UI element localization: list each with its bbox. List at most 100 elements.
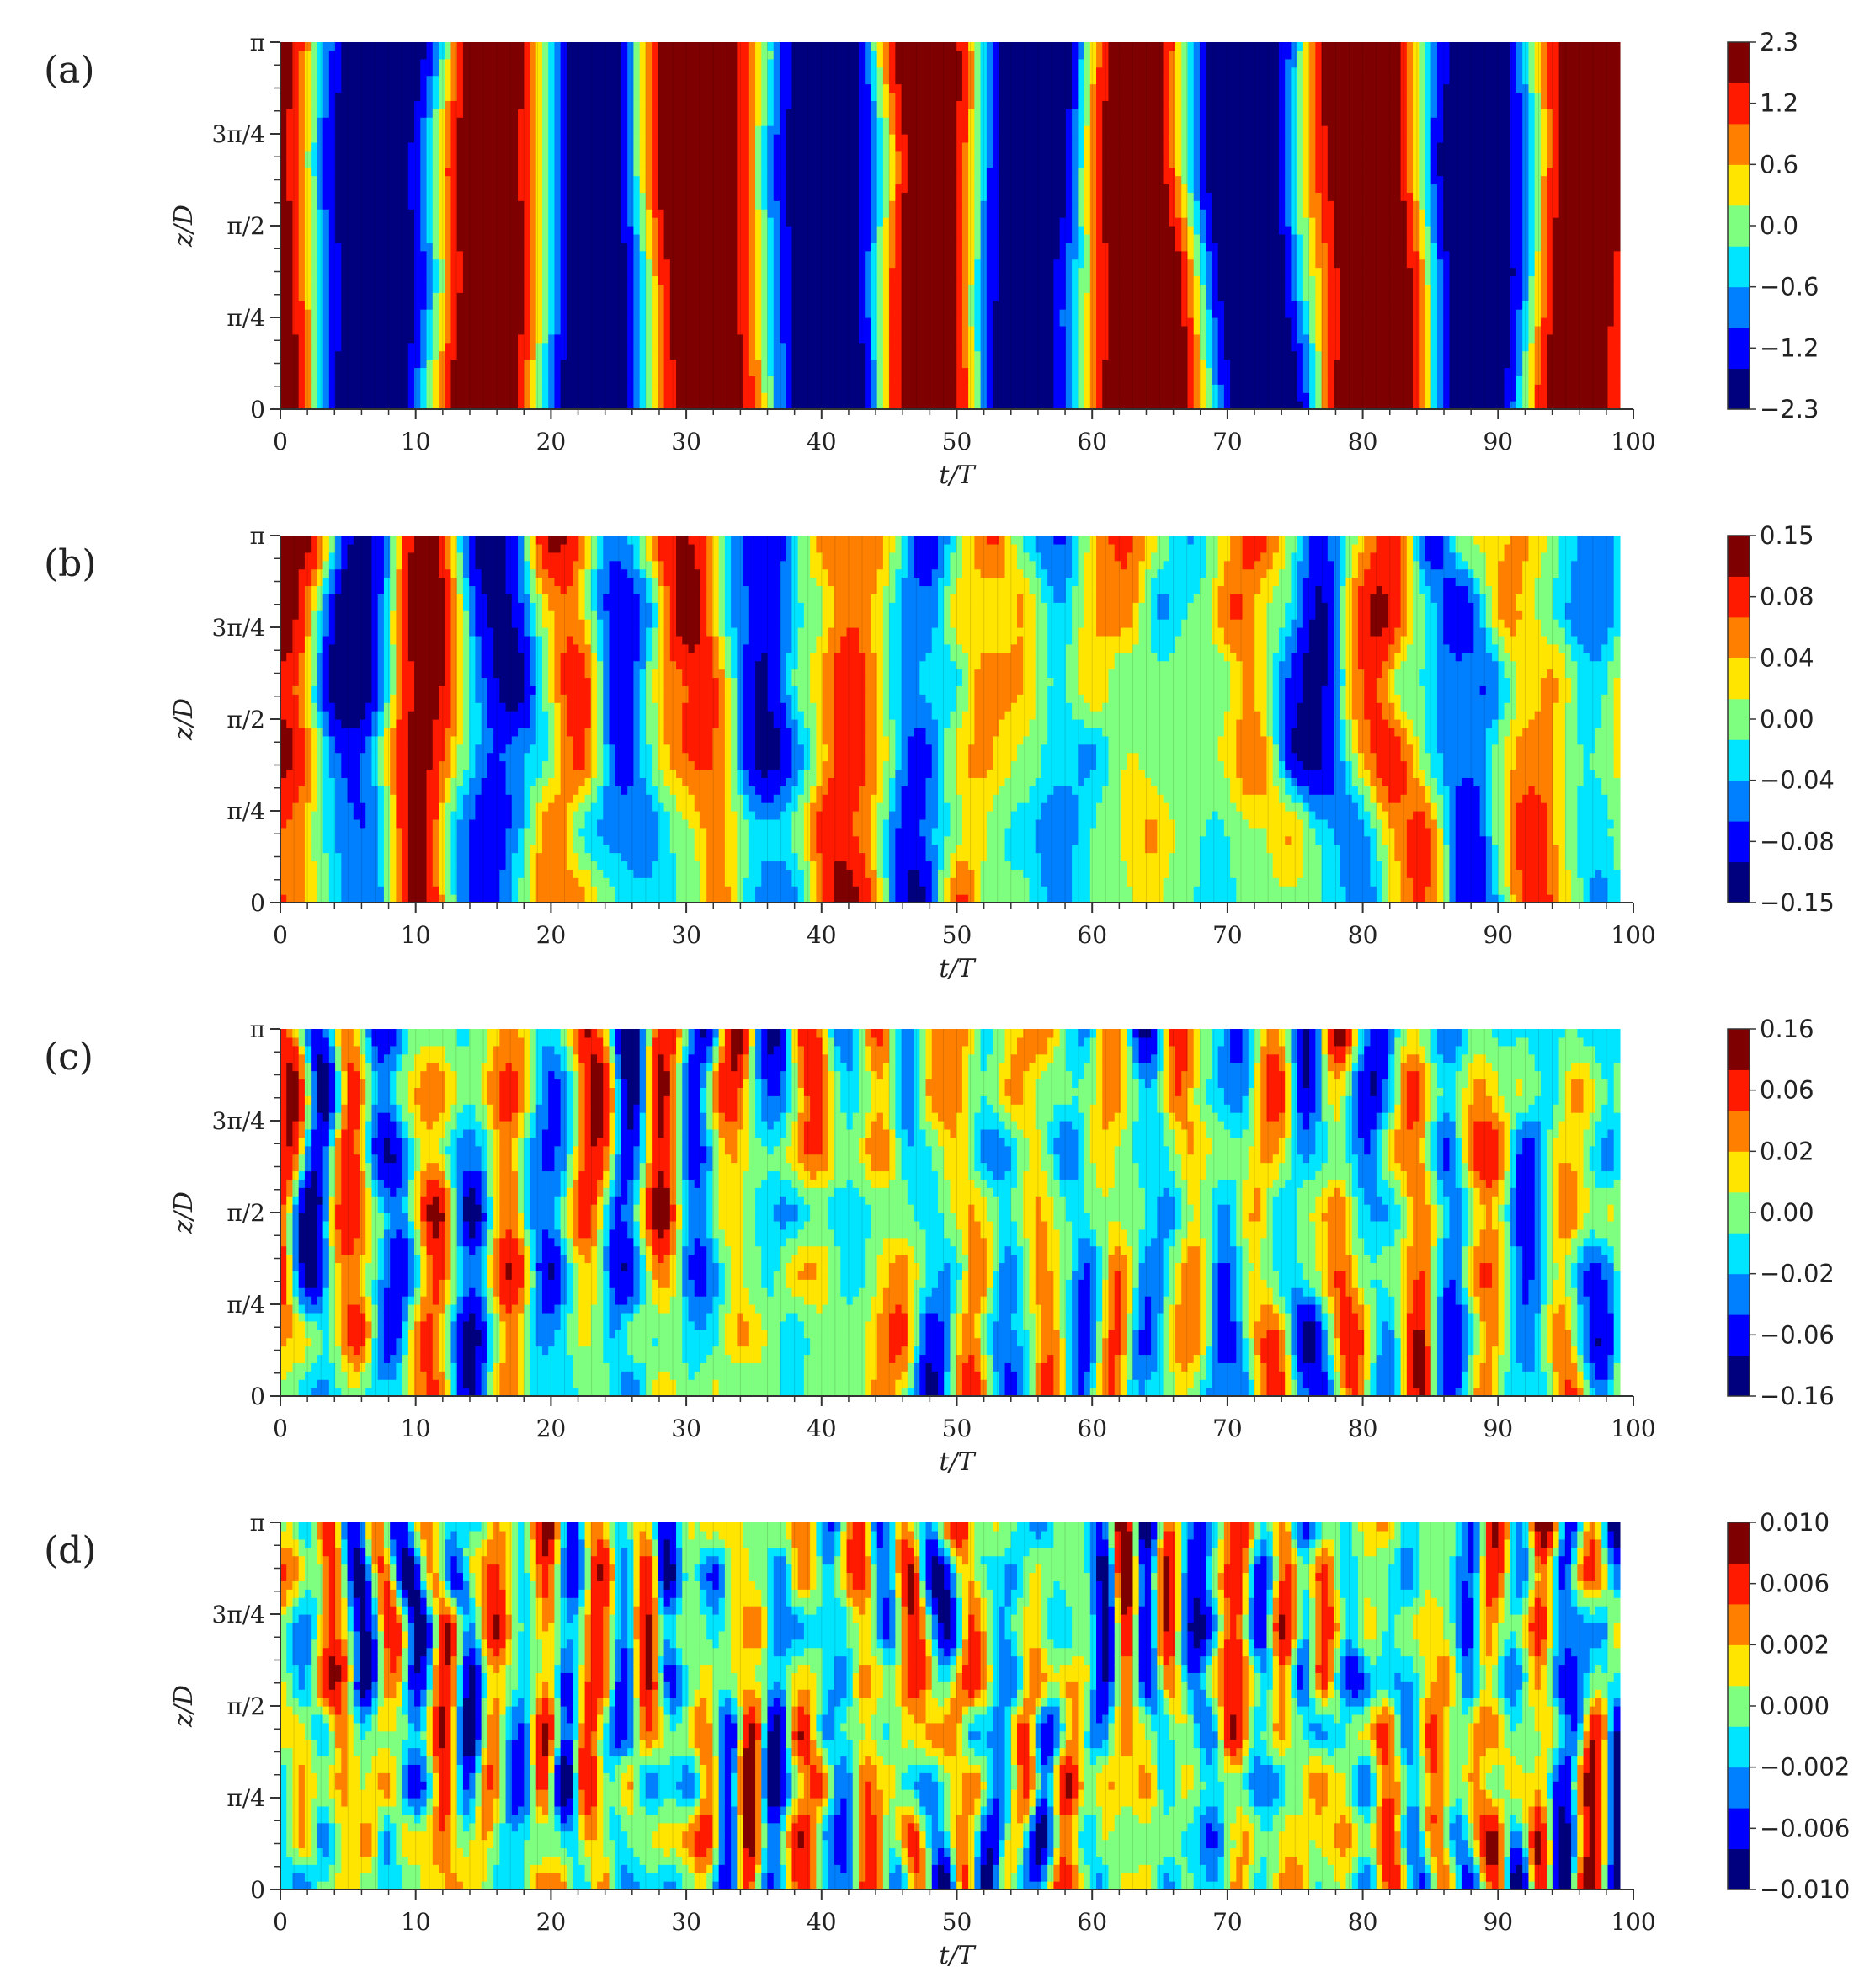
heatmap-cell xyxy=(390,384,397,393)
heatmap-cell xyxy=(663,292,671,301)
heatmap-cell xyxy=(724,250,732,260)
heatmap-cell xyxy=(688,175,695,185)
heatmap-cell xyxy=(755,275,762,285)
heatmap-cell xyxy=(652,384,658,393)
heatmap-cell xyxy=(317,167,324,177)
heatmap-cell xyxy=(456,292,464,301)
heatmap-cell xyxy=(383,75,391,85)
heatmap-cell xyxy=(724,75,732,85)
heatmap-cell xyxy=(925,42,933,51)
heatmap-cell xyxy=(311,184,317,193)
heatmap-cell xyxy=(615,242,622,252)
heatmap-cell xyxy=(925,58,933,68)
heatmap-cell xyxy=(353,100,360,109)
heatmap-cell xyxy=(530,233,537,243)
heatmap-cell xyxy=(341,67,349,77)
heatmap-cell xyxy=(786,75,793,85)
heatmap-cell xyxy=(852,167,860,177)
heatmap-cell xyxy=(377,392,385,402)
heatmap-cell xyxy=(432,226,439,235)
heatmap-cell xyxy=(414,233,421,243)
heatmap-cell xyxy=(335,109,342,118)
heatmap-cell xyxy=(858,242,866,252)
heatmap-cell xyxy=(950,325,957,335)
heatmap-cell xyxy=(767,292,775,301)
heatmap-cell xyxy=(432,376,439,385)
heatmap-cell xyxy=(590,267,598,277)
heatmap-cell xyxy=(541,141,549,152)
heatmap-cell xyxy=(353,292,360,301)
heatmap-cell xyxy=(469,167,477,177)
heatmap-cell xyxy=(834,392,841,402)
heatmap-cell xyxy=(816,309,823,318)
heatmap-cell xyxy=(322,109,330,118)
heatmap-cell xyxy=(402,125,409,135)
heatmap-cell xyxy=(311,333,317,344)
heatmap-cell xyxy=(560,109,567,118)
heatmap-cell xyxy=(755,301,762,310)
heatmap-cell xyxy=(371,209,379,218)
heatmap-cell xyxy=(456,242,464,252)
heatmap-cell xyxy=(889,100,896,109)
heatmap-cell xyxy=(396,92,403,101)
heatmap-cell xyxy=(779,167,786,177)
heatmap-cell xyxy=(718,192,726,201)
heatmap-cell xyxy=(748,192,756,201)
heatmap-cell xyxy=(322,267,330,277)
heatmap-cell xyxy=(882,100,890,109)
heatmap-cell xyxy=(791,333,799,344)
heatmap-cell xyxy=(584,317,592,327)
heatmap-cell xyxy=(341,392,349,402)
heatmap-cell xyxy=(791,167,799,177)
heatmap-cell xyxy=(876,342,884,352)
heatmap-cell xyxy=(895,83,903,93)
heatmap-cell xyxy=(901,200,908,210)
heatmap-cell xyxy=(360,350,366,360)
heatmap-cell xyxy=(931,333,939,344)
heatmap-cell xyxy=(554,392,562,402)
heatmap-cell xyxy=(439,175,445,185)
heatmap-cell xyxy=(876,292,884,301)
heatmap-cell xyxy=(767,250,775,260)
heatmap-cell xyxy=(907,275,914,285)
heatmap-cell xyxy=(493,333,500,344)
heatmap-cell xyxy=(718,342,726,352)
heatmap-cell xyxy=(499,367,507,376)
heatmap-cell xyxy=(499,376,507,385)
heatmap-cell xyxy=(944,117,951,126)
heatmap-cell xyxy=(584,83,592,93)
heatmap-cell xyxy=(633,333,641,344)
heatmap-cell xyxy=(834,125,841,135)
heatmap-cell xyxy=(353,167,360,177)
heatmap-cell xyxy=(925,83,933,93)
heatmap-cell xyxy=(858,384,866,393)
heatmap-cell xyxy=(432,384,439,393)
heatmap-cell xyxy=(390,317,397,327)
heatmap-cell xyxy=(871,75,878,85)
heatmap-cell xyxy=(700,200,707,210)
heatmap-cell xyxy=(748,284,756,293)
heatmap-cell xyxy=(627,109,635,118)
heatmap-cell xyxy=(317,150,324,160)
heatmap-cell xyxy=(938,367,945,376)
heatmap-cell xyxy=(432,83,439,93)
heatmap-cell xyxy=(767,42,775,51)
heatmap-cell xyxy=(816,50,823,60)
heatmap-cell xyxy=(865,317,872,327)
heatmap-cell xyxy=(810,117,817,126)
heatmap-cell xyxy=(895,226,903,235)
heatmap-cell xyxy=(317,92,324,101)
heatmap-cell xyxy=(573,342,579,352)
heatmap-cell xyxy=(530,401,537,410)
heatmap-cell xyxy=(311,150,317,160)
heatmap-cell xyxy=(834,317,841,327)
heatmap-cell xyxy=(846,301,854,310)
heatmap-cell xyxy=(499,292,507,301)
heatmap-cell xyxy=(669,401,677,410)
heatmap-cell xyxy=(840,92,848,101)
heatmap-cell xyxy=(560,342,567,352)
heatmap-cell xyxy=(371,134,379,143)
heatmap-cell xyxy=(548,309,556,318)
heatmap-cell xyxy=(505,158,513,168)
heatmap-cell xyxy=(481,333,488,344)
